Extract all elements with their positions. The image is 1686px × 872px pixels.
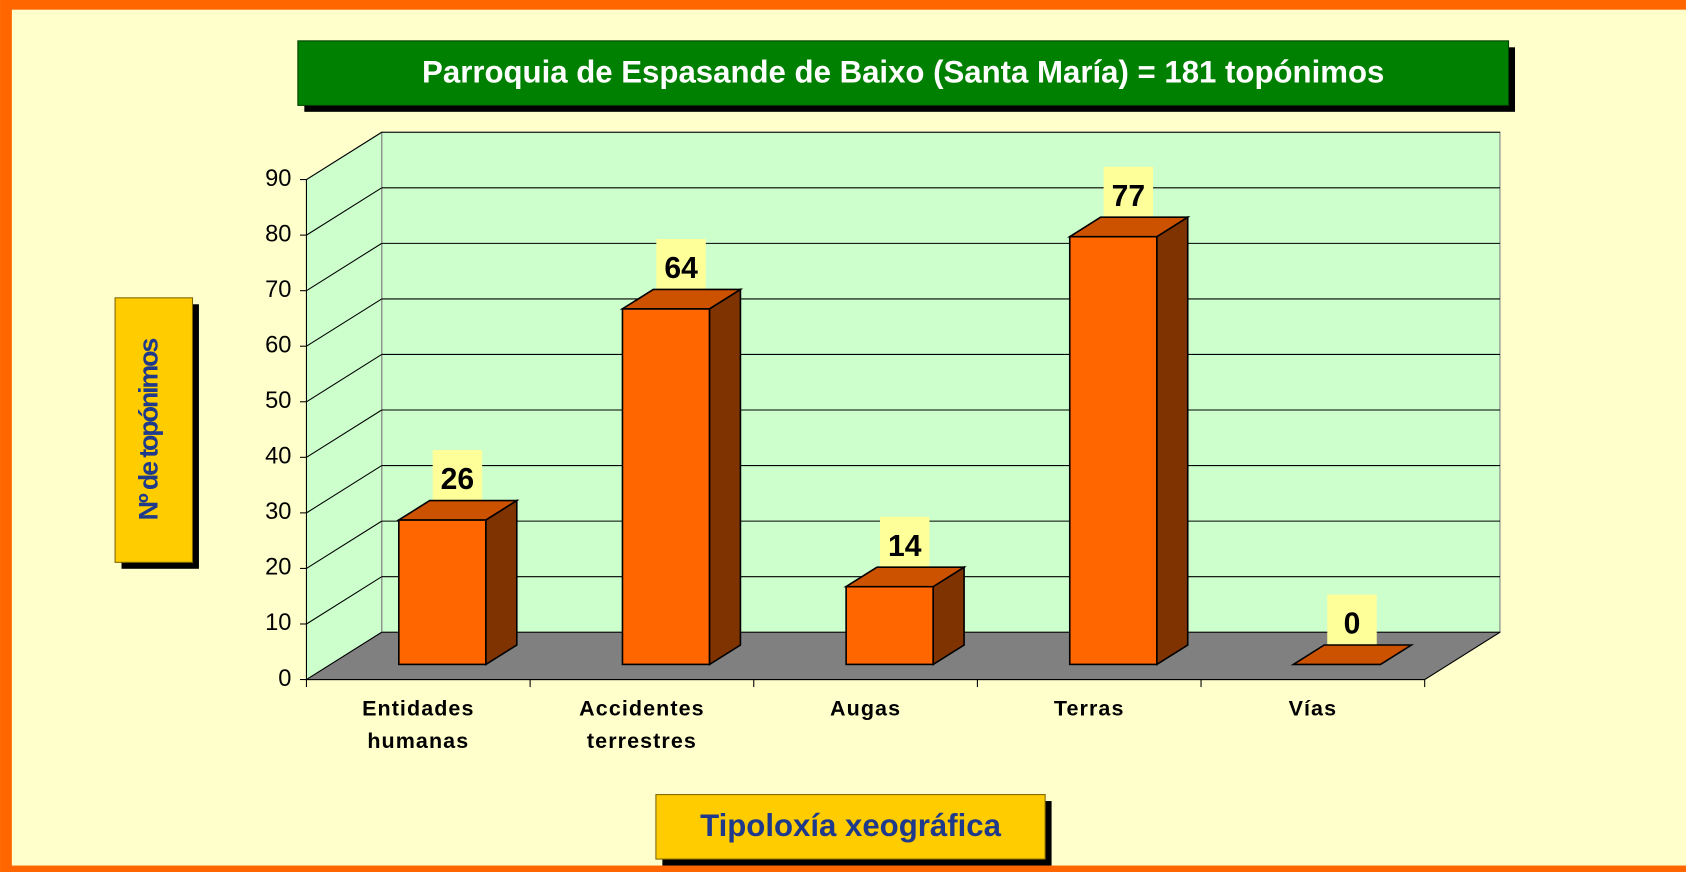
value-label: 0: [1344, 608, 1361, 641]
y-tick-label: 90: [265, 166, 291, 192]
grid-line: [306, 465, 383, 514]
value-label: 64: [664, 252, 698, 285]
bar-top: [619, 288, 744, 310]
grid-line: [306, 354, 383, 403]
x-tick-label: Accidentes terrestres: [579, 696, 704, 752]
bar-top: [843, 566, 967, 588]
back-wall: [381, 131, 1501, 633]
grid-line: [306, 187, 383, 236]
grid-line: [306, 298, 383, 347]
x-title-box: [655, 794, 1046, 860]
value-label: 26: [441, 463, 474, 496]
grid-line: [306, 242, 383, 292]
side-wall: [305, 131, 383, 681]
value-label: 77: [1112, 180, 1145, 213]
grid-line: [306, 576, 383, 625]
x-tick-label: Terras: [1054, 696, 1125, 720]
y-title-box: [114, 297, 194, 563]
x-tick-label: Augas: [830, 696, 901, 720]
grid-line: [306, 131, 383, 181]
y-tick-label: 0: [278, 666, 291, 692]
grid-line: [306, 520, 383, 569]
x-axis-depth: [1424, 631, 1501, 680]
y-axis-title: Nº de topónimos: [134, 339, 164, 521]
plot: 0 10 20 30 40 50 60 70 80 90 Entidades humanas 26 Acc…: [265, 131, 1502, 753]
bar-side: [708, 288, 742, 666]
y-tick-label: 60: [265, 332, 291, 358]
bar-top: [396, 499, 520, 521]
y-tick-label: 80: [265, 221, 291, 247]
y-tick-label: 40: [265, 444, 291, 470]
grid-line: [306, 631, 383, 680]
bar: [845, 585, 935, 666]
y-tick-label: 50: [265, 388, 291, 414]
y-tick-label: 70: [265, 277, 291, 303]
x-tick-label: Entidades humanas: [362, 696, 474, 752]
y-tick-label: 30: [265, 499, 291, 525]
value-label: 14: [888, 530, 922, 563]
grid-line: [306, 409, 383, 458]
y-tick-label: 20: [265, 555, 291, 581]
y-tick-label: 10: [265, 610, 291, 636]
bar-top: [1066, 216, 1191, 238]
chart-title: Parroquia de Espasande de Baixo (Santa M…: [422, 54, 1384, 89]
bar-side: [1156, 215, 1189, 666]
bar: [1068, 235, 1158, 666]
bar: [398, 519, 487, 666]
x-tick-label: Vías: [1289, 696, 1338, 720]
bar-side: [485, 499, 518, 666]
bar: [621, 308, 711, 666]
x-axis-title: Tipoloxía xeográfica: [700, 808, 1002, 843]
title-box: [297, 40, 1510, 106]
bar-top: [1290, 644, 1415, 666]
